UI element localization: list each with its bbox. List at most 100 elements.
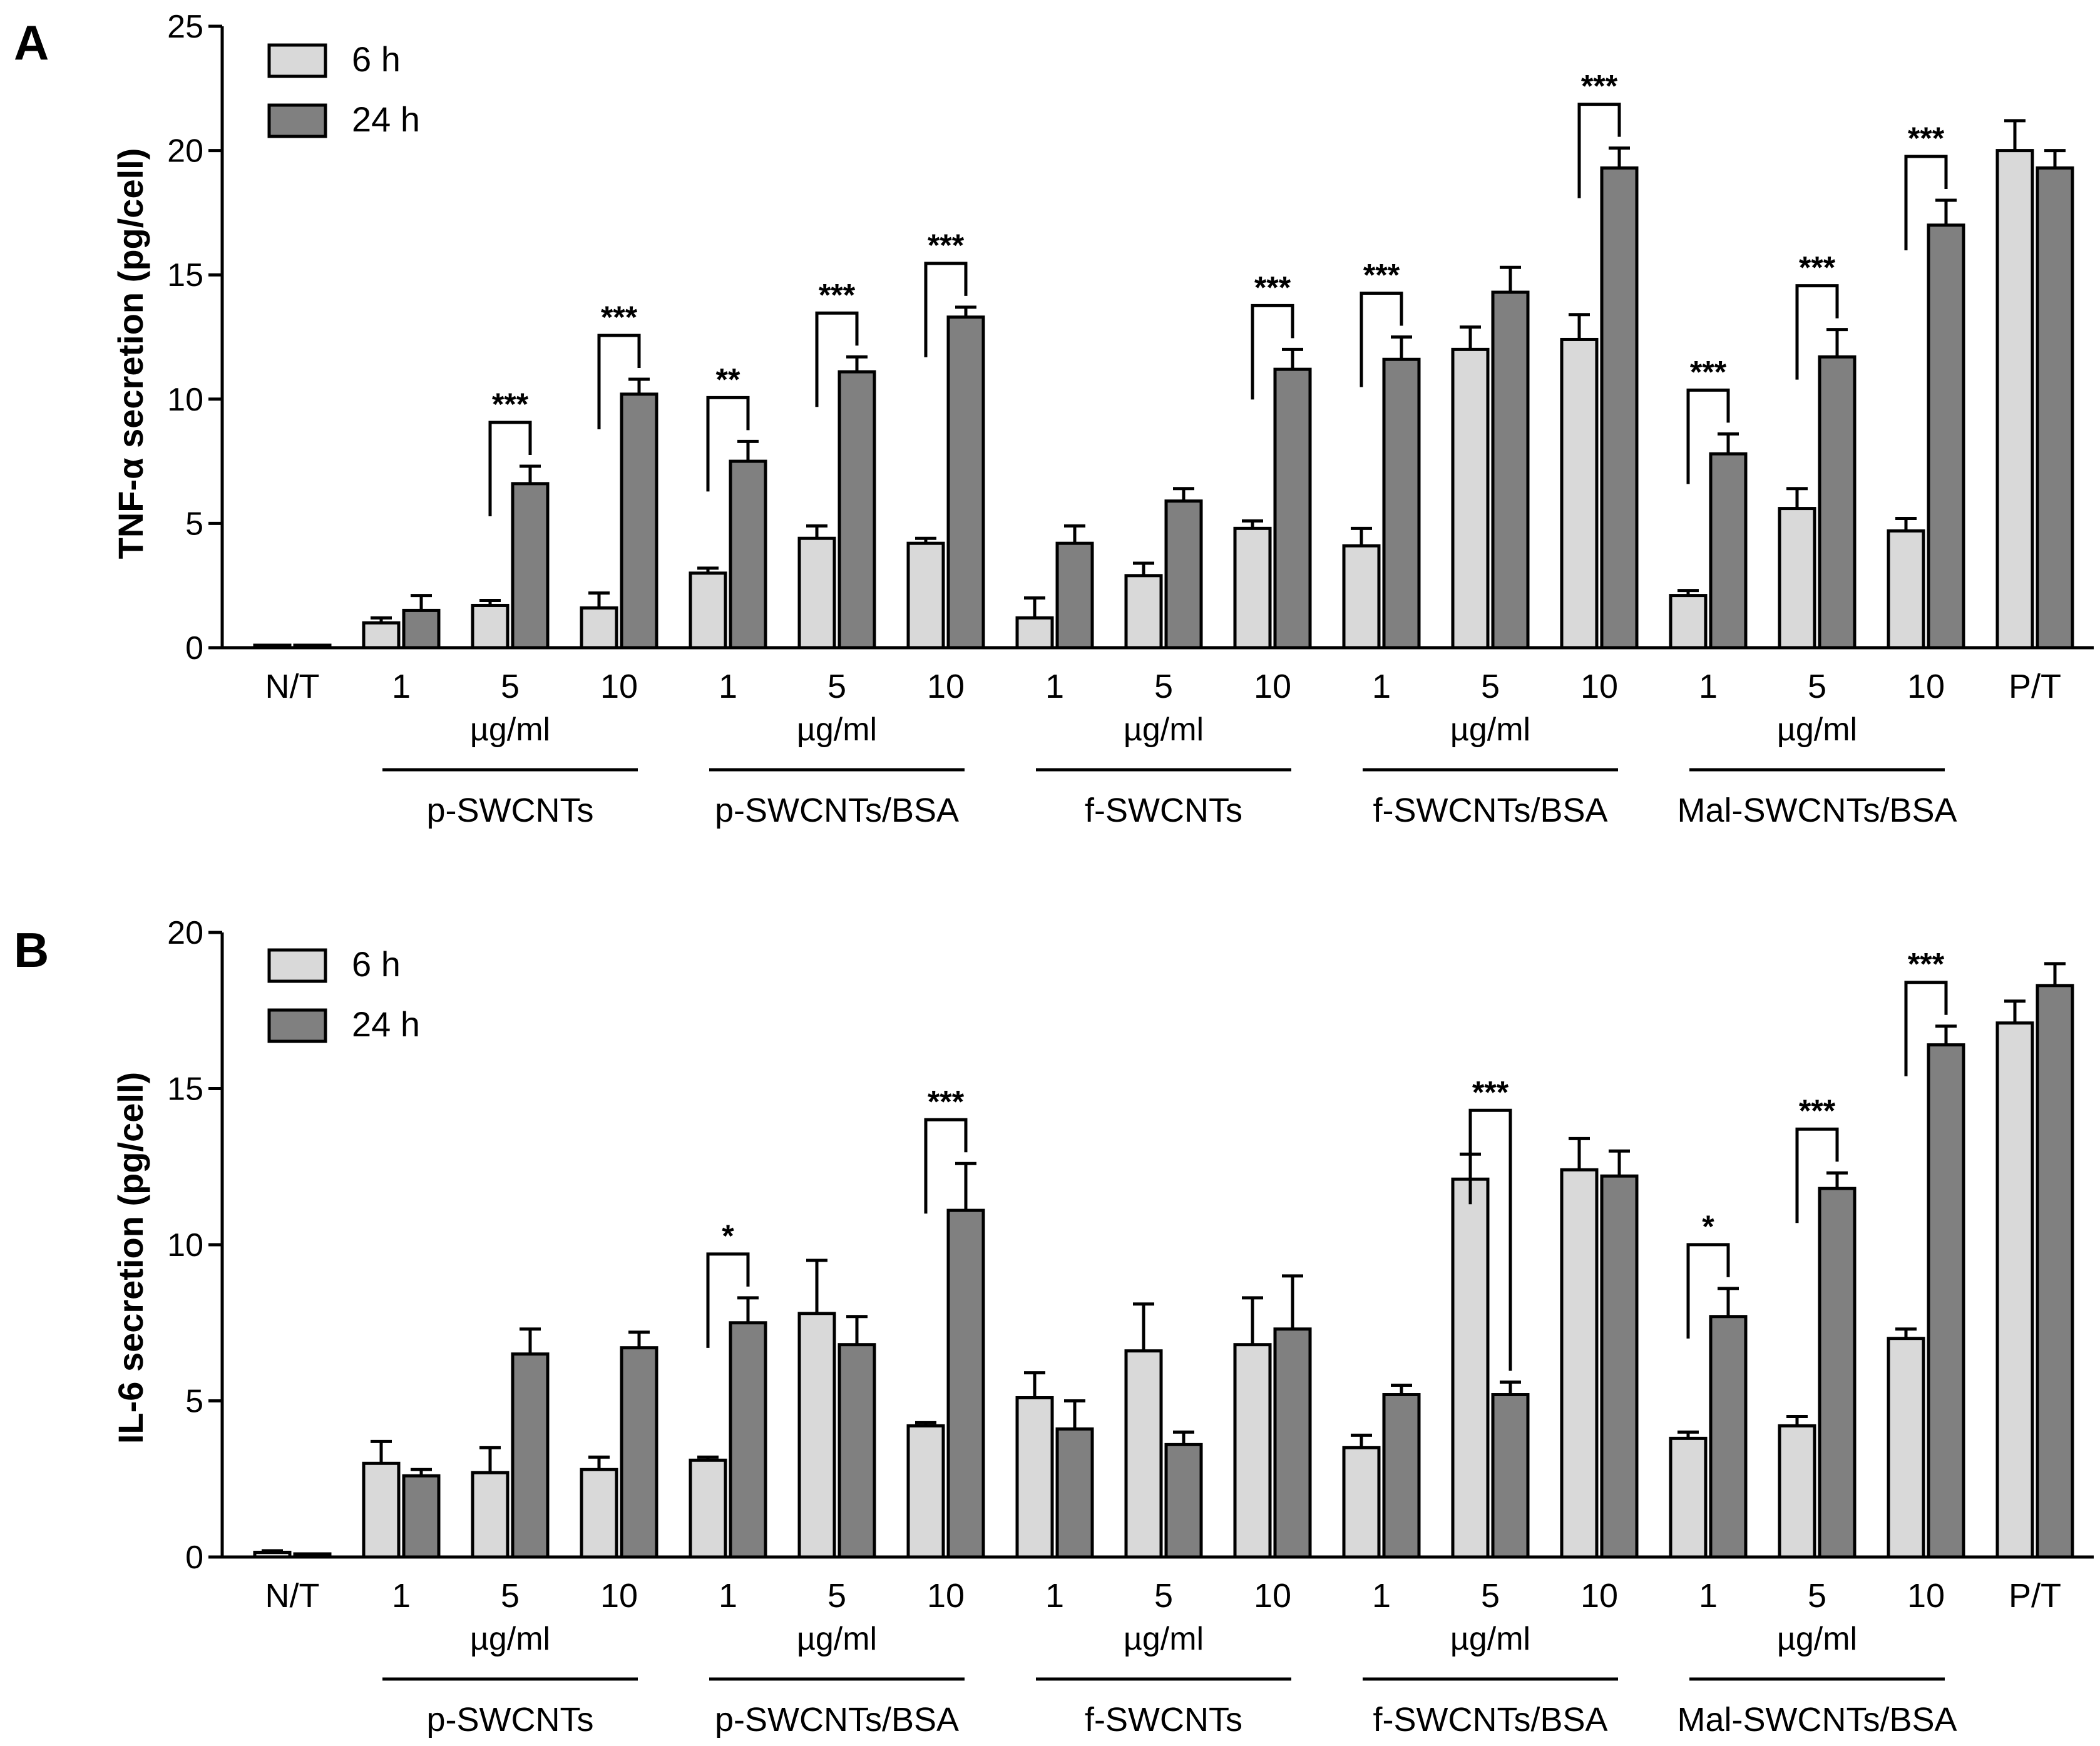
significance-label: * bbox=[722, 1218, 734, 1253]
bar-6h bbox=[1015, 1396, 1054, 1559]
significance-label: *** bbox=[1581, 69, 1618, 104]
bar-24h bbox=[620, 1346, 658, 1559]
significance-bracket bbox=[706, 1252, 750, 1348]
legend-label: 6 h bbox=[352, 944, 401, 984]
category-label: 10 bbox=[927, 668, 965, 705]
significance-bracket bbox=[488, 421, 532, 517]
bar-24h bbox=[1164, 1442, 1203, 1559]
significance-label: *** bbox=[928, 1084, 965, 1119]
category-label: 10 bbox=[600, 668, 638, 705]
bar-24h bbox=[1927, 223, 1965, 650]
significance-label: ** bbox=[716, 362, 740, 397]
y-axis-label-a: TNF-α secretion (pg/cell) bbox=[111, 148, 150, 559]
bar-6h bbox=[1233, 526, 1272, 650]
bar-24h bbox=[2036, 984, 2074, 1559]
category-label: 10 bbox=[1907, 668, 1945, 705]
bar-24h bbox=[1382, 357, 1421, 650]
bar-6h bbox=[253, 1551, 292, 1559]
group-label: Mal-SWCNTs/BSA bbox=[1677, 792, 1957, 829]
bar-24h bbox=[1164, 499, 1203, 650]
bar-24h bbox=[946, 1208, 985, 1559]
bar-24h bbox=[511, 482, 550, 650]
category-label: 1 bbox=[1699, 1577, 1718, 1615]
category-label: P/T bbox=[2009, 1577, 2061, 1615]
bar-24h bbox=[729, 1321, 767, 1559]
significance-label: * bbox=[1702, 1209, 1714, 1244]
bar-24h bbox=[1491, 290, 1530, 650]
bar-24h bbox=[837, 1343, 876, 1559]
category-label: P/T bbox=[2009, 668, 2061, 705]
bar-6h bbox=[1015, 616, 1054, 650]
bar-6h bbox=[362, 1461, 401, 1559]
bar-6h bbox=[471, 1471, 510, 1559]
significance-bracket bbox=[1577, 103, 1621, 198]
bar-24h bbox=[1709, 452, 1748, 650]
unit-label: µg/ml bbox=[797, 712, 877, 748]
bar-6h bbox=[1778, 1424, 1816, 1559]
bar-6h bbox=[689, 1458, 727, 1559]
significance-label: *** bbox=[1363, 258, 1400, 293]
significance-label: *** bbox=[1799, 1093, 1836, 1128]
significance-bracket bbox=[597, 334, 641, 430]
bar-24h bbox=[293, 643, 332, 650]
panel-letter-b: B bbox=[14, 922, 49, 978]
unit-label: µg/ml bbox=[1450, 1621, 1530, 1657]
significance-label: *** bbox=[1690, 354, 1727, 389]
significance-bracket bbox=[1686, 1243, 1730, 1339]
significance-label: *** bbox=[1799, 250, 1836, 285]
category-label: 1 bbox=[1699, 668, 1718, 705]
category-label: 10 bbox=[1580, 668, 1618, 705]
category-label: 5 bbox=[1481, 1577, 1500, 1615]
bar-24h bbox=[1600, 166, 1639, 650]
category-label: 10 bbox=[600, 1577, 638, 1615]
y-tick-label: 20 bbox=[167, 133, 203, 170]
bar-6h bbox=[580, 606, 618, 650]
bar-6h bbox=[253, 643, 292, 650]
group-label: f-SWCNTs bbox=[1085, 1701, 1242, 1738]
legend-label: 6 h bbox=[352, 39, 401, 79]
bar-6h bbox=[1887, 1337, 1925, 1559]
bar-24h bbox=[293, 1552, 332, 1559]
bar-6h bbox=[1778, 507, 1816, 650]
bar-6h bbox=[1669, 1436, 1708, 1559]
category-label: N/T bbox=[265, 668, 320, 705]
significance-bracket bbox=[1904, 981, 1948, 1076]
significance-bracket bbox=[1251, 304, 1294, 400]
group-label: p-SWCNTs bbox=[427, 792, 594, 829]
unit-label: µg/ml bbox=[1777, 1621, 1857, 1657]
category-label: 10 bbox=[1254, 668, 1291, 705]
bar-6h bbox=[1451, 347, 1490, 650]
category-label: 1 bbox=[719, 668, 737, 705]
group-label: f-SWCNTs/BSA bbox=[1373, 1701, 1607, 1738]
bar-24h bbox=[620, 392, 658, 650]
bar-24h bbox=[1382, 1393, 1421, 1559]
bar-6h bbox=[906, 541, 945, 650]
significance-label: *** bbox=[1472, 1075, 1509, 1110]
significance-bracket bbox=[1795, 1127, 1839, 1223]
bar-24h bbox=[1818, 1187, 1857, 1559]
bar-6h bbox=[1342, 544, 1381, 650]
bar-24h bbox=[402, 608, 441, 650]
category-label: 1 bbox=[1045, 1577, 1064, 1615]
category-label: 10 bbox=[1254, 1577, 1291, 1615]
y-tick-label: 15 bbox=[167, 257, 203, 294]
significance-label: *** bbox=[601, 300, 638, 335]
category-label: 1 bbox=[392, 1577, 411, 1615]
category-label: 1 bbox=[1372, 1577, 1391, 1615]
group-label: p-SWCNTs/BSA bbox=[715, 792, 959, 829]
bar-6h bbox=[689, 571, 727, 650]
bar-24h bbox=[1818, 355, 1857, 650]
category-label: 10 bbox=[1580, 1577, 1618, 1615]
legend-swatch-24h bbox=[267, 103, 327, 138]
y-tick-label: 10 bbox=[167, 1227, 203, 1264]
significance-label: *** bbox=[1908, 121, 1945, 156]
category-label: 5 bbox=[501, 1577, 520, 1615]
bar-6h bbox=[362, 621, 401, 650]
significance-label: *** bbox=[819, 277, 856, 312]
legend-label: 24 h bbox=[352, 1004, 420, 1044]
panel-a: A TNF-α secretion (pg/cell) 0510152025N/… bbox=[14, 9, 2094, 829]
significance-bracket bbox=[1360, 292, 1403, 387]
category-label: N/T bbox=[265, 1577, 320, 1615]
significance-bracket bbox=[706, 396, 750, 492]
